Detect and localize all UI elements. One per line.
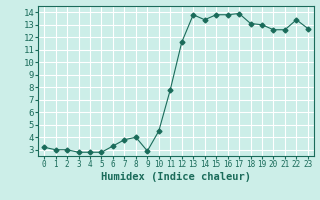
X-axis label: Humidex (Indice chaleur): Humidex (Indice chaleur) bbox=[101, 172, 251, 182]
